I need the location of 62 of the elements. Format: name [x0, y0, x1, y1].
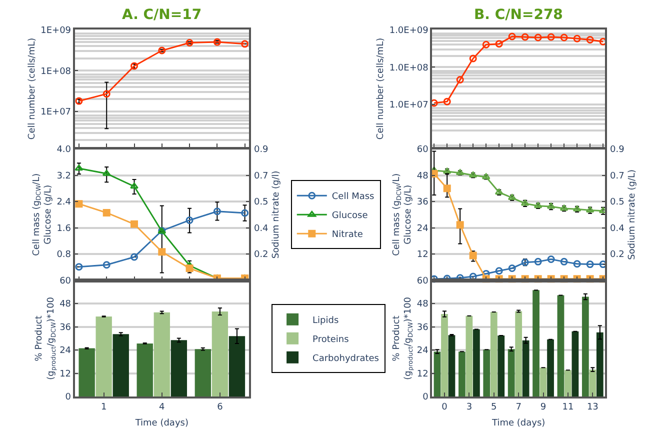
y-tick-label: 24: [60, 346, 72, 356]
y-tick-label: 1.0E+07: [389, 100, 428, 111]
x-tick-label: 7: [516, 402, 522, 412]
y2-tick-label: 0.9: [254, 145, 269, 156]
y2-tick-label: 0.7: [254, 171, 268, 182]
x-axis-title: Time (days): [134, 418, 188, 429]
legend-label: Nitrate: [332, 230, 364, 240]
y-tick-label: 3.2: [56, 171, 72, 182]
y2-axis-title: Sodium nitrate (g/L): [627, 169, 638, 260]
legend-label: Proteins: [312, 334, 350, 345]
y-tick-label: 36: [60, 322, 72, 333]
x-tick-label: 1: [100, 402, 107, 412]
x-tick-label: 11: [562, 402, 574, 412]
y-tick-label: 24: [416, 346, 429, 356]
y-tick-label: 60: [416, 276, 429, 286]
y-tick-label: 12: [416, 369, 428, 380]
y-tick-label: 4.0: [56, 145, 72, 156]
y-tick-label: 48: [416, 300, 429, 310]
y-tick-label: 1.6: [56, 224, 72, 234]
x-tick-label: 13: [586, 402, 598, 412]
y2-tick-label: 0.2: [610, 250, 624, 260]
y2-tick-label: 0.9: [610, 145, 625, 156]
y-tick-label: 12: [416, 250, 428, 260]
y-tick-label: 1E+07: [40, 108, 72, 118]
y-tick-label: 24: [416, 224, 429, 234]
y-tick-label: 2.4: [56, 198, 72, 208]
y-tick-label: 36: [416, 322, 429, 333]
x-tick-label: 6: [217, 402, 224, 412]
x-tick-label: 3: [466, 402, 472, 412]
y2-tick-label: 0.4: [254, 224, 269, 234]
y2-tick-label: 0.7: [610, 171, 624, 182]
y-tick-label: 0.8: [56, 250, 72, 260]
x-tick-label: 5: [491, 402, 497, 412]
legend-label: Cell Mass: [332, 192, 375, 202]
y-tick-label: 1E+08: [40, 66, 72, 77]
y-tick-label: 48: [416, 171, 429, 182]
x-axis-title: Time (days): [491, 418, 546, 429]
y-tick-label: 1.0E+09: [389, 26, 429, 36]
y-axis-title: Cell number (cells/mL): [376, 38, 386, 140]
y-tick-label: 60: [416, 145, 429, 156]
y-tick-label: 12: [60, 369, 72, 380]
y2-tick-label: 0.5: [254, 198, 268, 208]
y-tick-label: 36: [416, 198, 429, 208]
y2-tick-label: 0.4: [610, 224, 625, 234]
x-tick-label: 4: [159, 402, 166, 412]
y-tick-label: 0: [422, 392, 429, 403]
y-tick-label: 60: [60, 276, 72, 286]
chart-title: B. C/N=278: [474, 7, 563, 23]
legend-label: Carbohydrates: [312, 354, 380, 364]
chart-title: A. C/N=17: [122, 7, 202, 23]
y-tick-label: 1.0E+08: [389, 63, 429, 74]
legend-label: Lipids: [312, 316, 339, 326]
y-axis-title: Cell number (cells/mL): [27, 38, 38, 140]
y-tick-label: 0: [65, 392, 72, 403]
y2-tick-label: 0.2: [254, 250, 268, 260]
x-tick-label: 9: [540, 402, 546, 412]
y-tick-label: 48: [60, 300, 72, 310]
x-tick-label: 0: [442, 402, 448, 412]
y2-tick-label: 0.5: [610, 198, 624, 208]
y-tick-label: 1E+09: [40, 26, 72, 36]
y2-axis-title: Sodium nitrate (g/l): [271, 170, 282, 259]
legend-label: Glucose: [332, 211, 368, 222]
